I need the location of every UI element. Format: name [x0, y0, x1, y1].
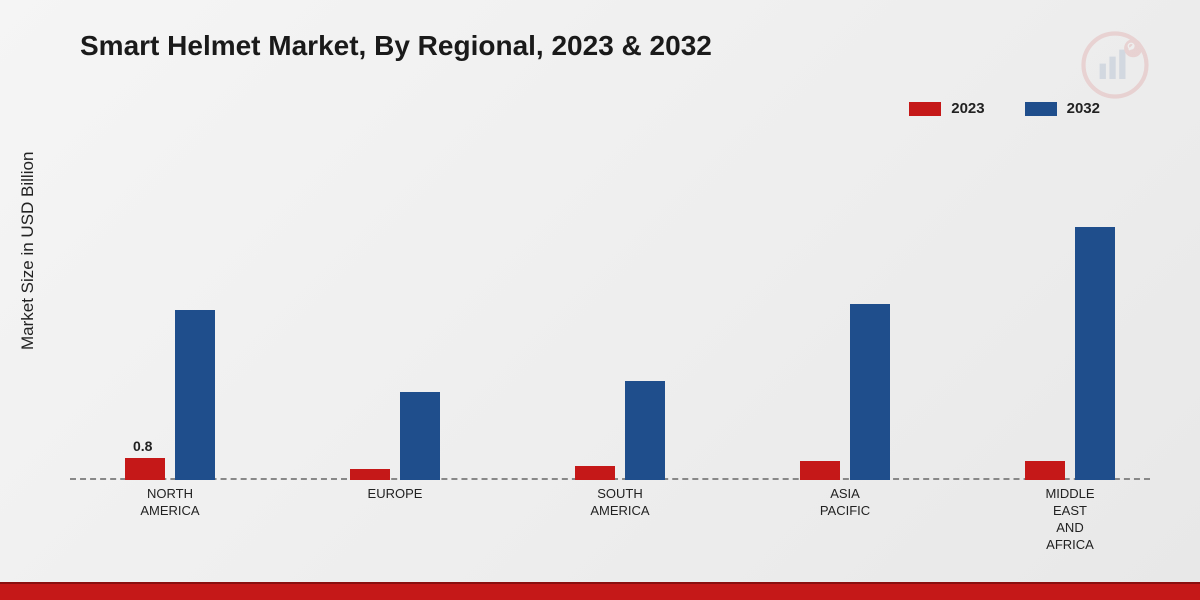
bar	[850, 304, 890, 480]
legend-item-2023: 2023	[909, 100, 984, 117]
x-tick-label: SOUTH AMERICA	[550, 486, 690, 520]
bar-group	[325, 392, 465, 480]
bar-group	[775, 304, 915, 480]
legend: 2023 2032	[909, 100, 1100, 117]
legend-label-2032: 2032	[1067, 100, 1100, 117]
bar-group	[1000, 227, 1140, 480]
plot-area: 0.8	[70, 150, 1150, 480]
x-tick-label: MIDDLE EAST AND AFRICA	[1000, 486, 1140, 554]
legend-item-2032: 2032	[1025, 100, 1100, 117]
bar	[1025, 461, 1065, 480]
bar	[575, 466, 615, 480]
bar-group	[100, 310, 240, 481]
x-tick-label: EUROPE	[325, 486, 465, 503]
y-axis-label: Market Size in USD Billion	[18, 152, 38, 350]
x-tick-label: NORTH AMERICA	[100, 486, 240, 520]
bar	[350, 469, 390, 480]
legend-label-2023: 2023	[951, 100, 984, 117]
bar	[1075, 227, 1115, 480]
bar-value-label: 0.8	[133, 438, 152, 454]
footer-accent-bar	[0, 582, 1200, 600]
x-axis-labels: NORTH AMERICA EUROPE SOUTH AMERICA ASIA PAC…	[70, 486, 1150, 566]
legend-swatch-2032	[1025, 102, 1057, 116]
bar	[125, 458, 165, 480]
bar	[175, 310, 215, 481]
legend-swatch-2023	[909, 102, 941, 116]
x-tick-label: ASIA PACIFIC	[775, 486, 915, 520]
bar	[625, 381, 665, 480]
watermark-logo	[1080, 30, 1150, 100]
chart-title: Smart Helmet Market, By Regional, 2023 &…	[80, 30, 712, 62]
bar	[400, 392, 440, 480]
bar-group	[550, 381, 690, 480]
bar	[800, 461, 840, 480]
